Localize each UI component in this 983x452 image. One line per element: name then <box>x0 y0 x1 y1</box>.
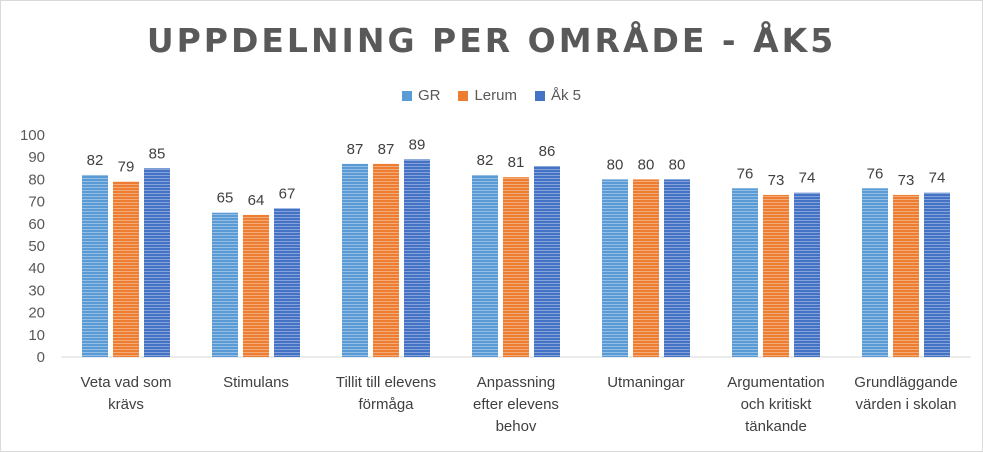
legend-label-gr: GR <box>417 87 441 104</box>
bar-lerum <box>373 163 399 357</box>
y-tick-label: 60 <box>28 216 45 233</box>
category-label: Grundläggande värden i skolan <box>854 374 957 413</box>
legend: GR Lerum Åk 5 <box>1 87 982 104</box>
category-label: Argumentation och kritiskt tänkande <box>727 374 825 435</box>
data-label: 73 <box>768 172 785 189</box>
data-label: 85 <box>149 145 166 162</box>
data-label: 80 <box>638 156 655 173</box>
bar-åk-5 <box>664 179 690 357</box>
legend-item-lerum: Lerum <box>458 87 517 104</box>
bar-gr <box>732 188 758 357</box>
y-tick-label: 10 <box>28 327 45 344</box>
data-label: 73 <box>898 172 915 189</box>
category-label: Utmaningar <box>607 374 685 391</box>
legend-swatch-lerum <box>458 90 469 101</box>
data-label: 82 <box>87 152 104 169</box>
data-label: 87 <box>378 141 395 158</box>
legend-item-gr: GR <box>401 87 441 104</box>
y-tick-label: 50 <box>28 238 45 255</box>
bar-åk-5 <box>534 166 560 357</box>
y-tick-label: 80 <box>28 171 45 188</box>
legend-item-ak5: Åk 5 <box>535 87 581 104</box>
data-label: 74 <box>799 170 816 187</box>
bar-lerum <box>503 177 529 357</box>
bar-åk-5 <box>144 168 170 357</box>
legend-label-lerum: Lerum <box>474 87 517 104</box>
bar-lerum <box>113 181 139 357</box>
legend-swatch-ak5 <box>535 90 545 101</box>
bar-gr <box>212 212 238 357</box>
legend-label-ak5: Åk 5 <box>551 87 582 104</box>
data-label: 76 <box>737 165 754 182</box>
category-label: Stimulans <box>223 374 289 391</box>
data-label: 80 <box>669 156 686 173</box>
bar-åk-5 <box>274 208 300 357</box>
category-label: Veta vad som krävs <box>81 374 172 413</box>
data-label: 81 <box>508 154 525 171</box>
bar-lerum <box>243 214 269 357</box>
bar-gr <box>82 174 108 357</box>
chart-title: UPPDELNING PER OMRÅDE - ÅK5 <box>146 21 837 60</box>
bar-åk-5 <box>794 192 820 357</box>
y-tick-label: 90 <box>28 149 45 166</box>
bar-gr <box>342 163 368 357</box>
data-label: 74 <box>929 170 946 187</box>
bar-gr <box>862 188 888 357</box>
bar-lerum <box>633 179 659 357</box>
category-label: Anpassning efter elevens behov <box>473 374 559 435</box>
category-label: Tillit till elevens förmåga <box>336 374 436 413</box>
data-label: 89 <box>409 136 426 153</box>
y-tick-label: 20 <box>28 305 45 322</box>
bar-gr <box>472 174 498 357</box>
bar-åk-5 <box>924 192 950 357</box>
y-tick-label: 70 <box>28 194 45 211</box>
y-tick-label: 40 <box>28 260 45 277</box>
bar-lerum <box>763 194 789 357</box>
data-label: 86 <box>539 143 556 160</box>
bar-lerum <box>893 194 919 357</box>
data-label: 76 <box>867 165 884 182</box>
data-label: 67 <box>279 185 296 202</box>
legend-swatch-gr <box>401 90 412 101</box>
y-tick-label: 0 <box>37 349 45 366</box>
data-label: 87 <box>347 141 364 158</box>
y-tick-label: 100 <box>20 127 45 144</box>
data-label: 79 <box>118 159 135 176</box>
data-label: 65 <box>217 190 234 207</box>
bar-gr <box>602 179 628 357</box>
data-label: 64 <box>248 192 265 209</box>
y-tick-label: 30 <box>28 282 45 299</box>
data-label: 82 <box>477 152 494 169</box>
data-label: 80 <box>607 156 624 173</box>
bar-åk-5 <box>404 159 430 357</box>
